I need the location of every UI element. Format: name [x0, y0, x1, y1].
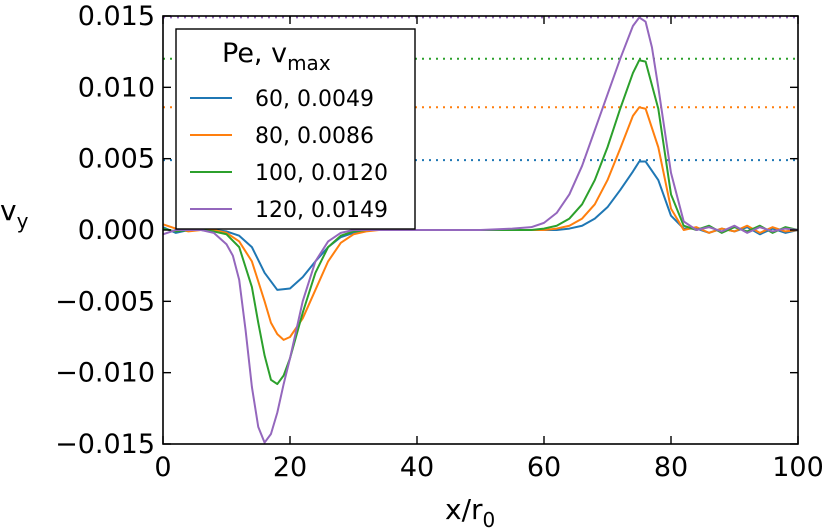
x-tick-label: 40 [400, 452, 434, 483]
legend-title: Pe, vmax [222, 38, 331, 75]
x-axis-label: x/r0 [445, 493, 495, 529]
y-axis-label-main: v [0, 194, 17, 227]
y-tick-label: −0.010 [55, 358, 155, 389]
legend-label-1: 80, 0.0086 [255, 124, 374, 149]
y-tick-label: −0.005 [55, 286, 155, 317]
x-axis-label-subscript: 0 [483, 508, 496, 529]
y-tick-label: 0.015 [78, 1, 155, 32]
legend-title-main: Pe, v [222, 38, 287, 69]
legend-label-3: 120, 0.0149 [255, 198, 388, 223]
svg-text:vy: vy [0, 194, 29, 233]
y-axis-label: vy [0, 194, 29, 233]
legend-label-2: 100, 0.0120 [255, 161, 388, 186]
x-tick-label: 100 [772, 452, 824, 483]
x-tick-label: 80 [654, 452, 688, 483]
legend-label-0: 60, 0.0049 [255, 87, 374, 112]
x-axis-label-main: x/r [445, 493, 483, 526]
plot-area: 0 20 40 60 80 100 −0.015 −0.010 −0.005 0.000 0.005… [55, 1, 824, 483]
series-line-3 [162, 16, 799, 444]
y-tick-label: 0.005 [78, 144, 155, 175]
y-axis-label-subscript: y [17, 209, 29, 233]
legend-items: 60, 0.0049 80, 0.0086 100, 0.0120 120, 0.01… [190, 87, 388, 223]
svg-text:x/r0: x/r0 [445, 493, 495, 529]
axis-ticks: 0 20 40 60 80 100 −0.015 −0.010 −0.005 0.000 0.005… [55, 1, 824, 483]
y-tick-label: 0.000 [78, 215, 155, 246]
x-tick-label: 0 [154, 452, 171, 483]
y-tick-label: 0.010 [78, 72, 155, 103]
legend: Pe, vmax 60, 0.0049 80, 0.0086 100, 0.0120… [175, 28, 416, 230]
legend-title-subscript: max [287, 51, 331, 75]
x-tick-label: 20 [273, 452, 307, 483]
y-tick-label: −0.015 [55, 429, 155, 460]
legend-box [175, 28, 416, 230]
x-tick-label: 60 [527, 452, 561, 483]
series-lines [162, 16, 799, 444]
